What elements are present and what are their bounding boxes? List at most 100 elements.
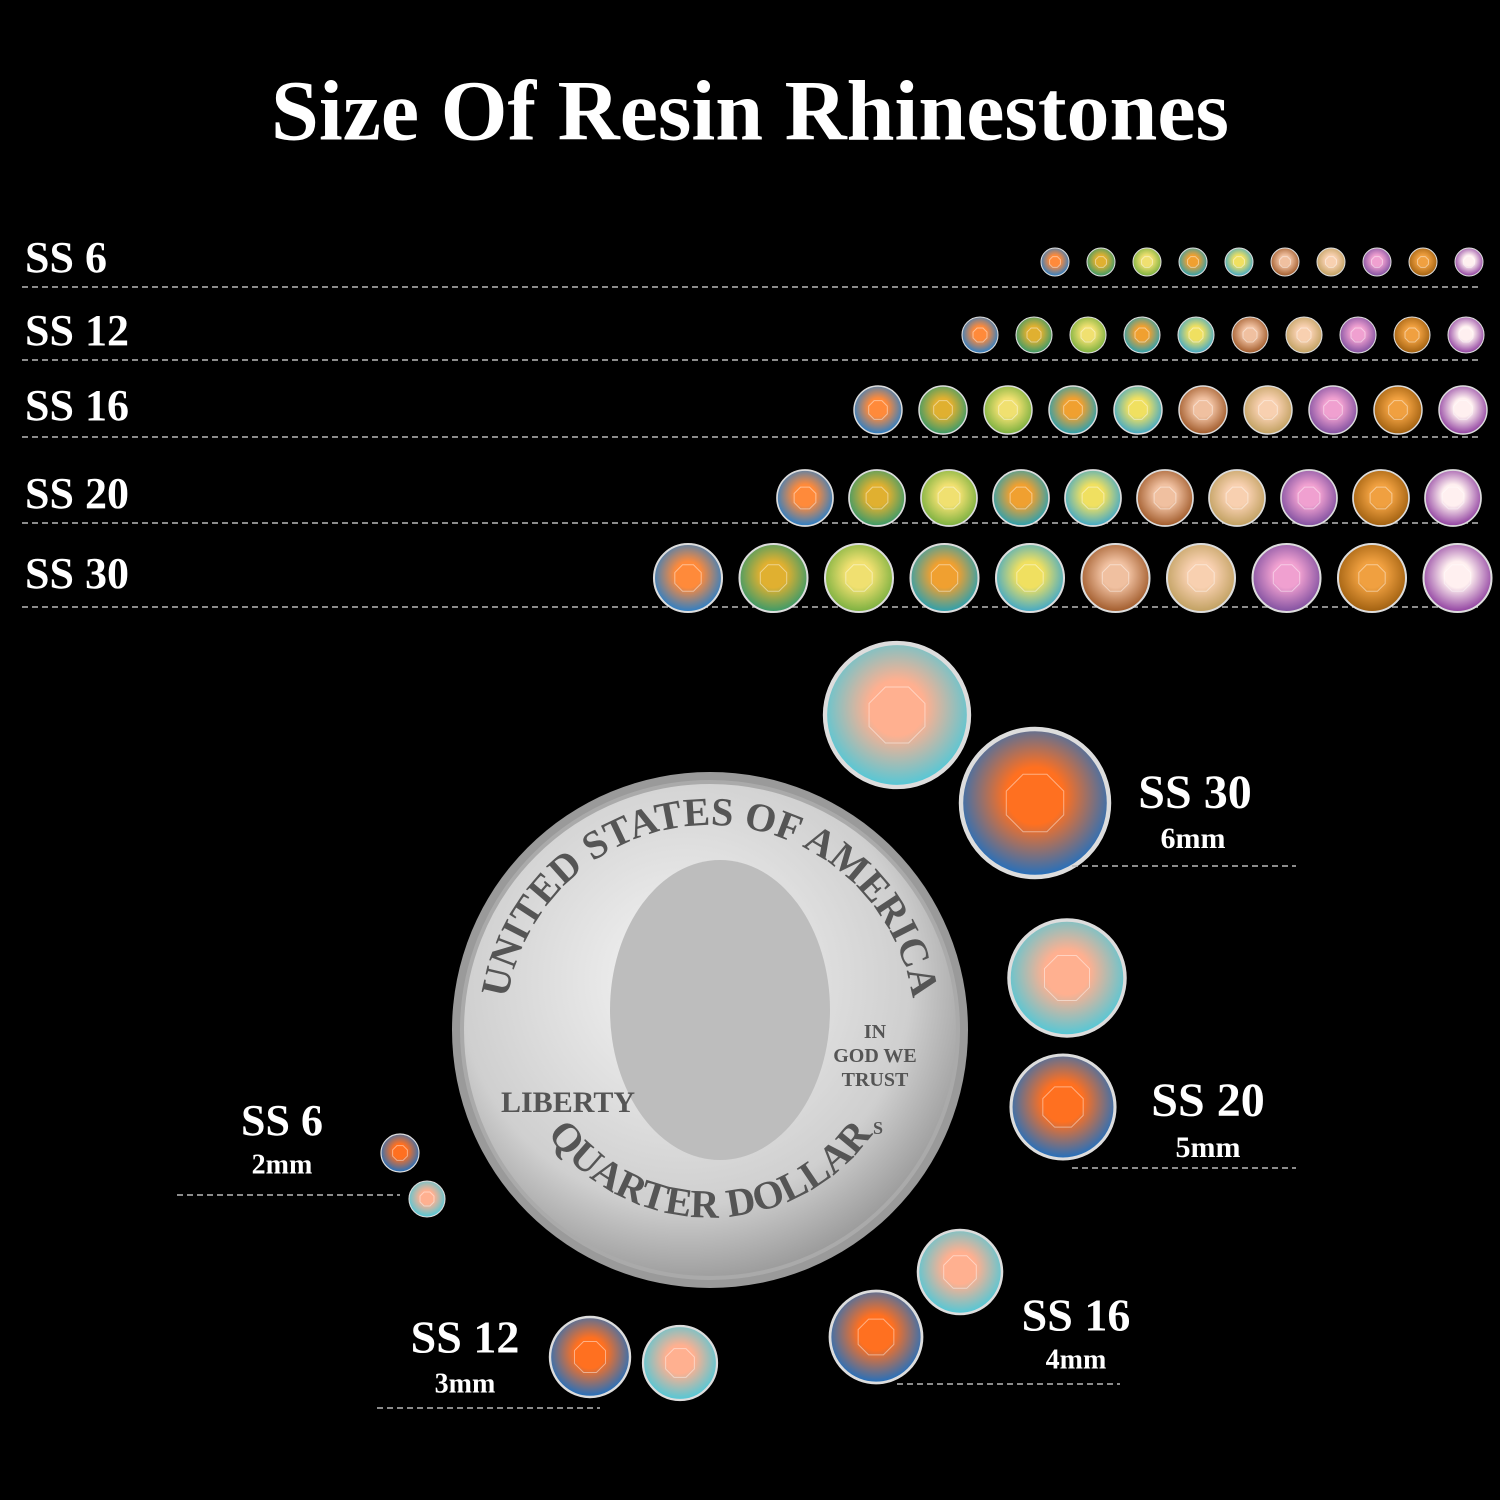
stone-body	[1123, 316, 1161, 354]
stone-table	[1101, 564, 1130, 592]
rhinestone	[776, 469, 834, 527]
rhinestone	[1285, 316, 1323, 354]
rhinestone	[909, 542, 980, 614]
stone-body	[1040, 247, 1070, 277]
coin-motto: IN	[864, 1021, 887, 1043]
stone-body	[1352, 469, 1410, 527]
stone-table	[1242, 327, 1258, 343]
stone-body	[920, 469, 978, 527]
stone-body	[1136, 469, 1194, 527]
stone-table	[1272, 564, 1301, 592]
stone-body	[909, 542, 980, 614]
stone-table	[392, 1145, 408, 1161]
stone-body	[1308, 385, 1358, 435]
callout-size: 2mm	[252, 1149, 313, 1180]
coin-motto: TRUST	[842, 1069, 909, 1091]
stone-table	[1081, 486, 1105, 510]
stone-table	[1128, 400, 1148, 420]
rhinestone	[853, 385, 903, 435]
stone-table	[1141, 256, 1153, 268]
rhinestone	[916, 1228, 1004, 1316]
rhinestone	[994, 542, 1066, 614]
stone-table	[1005, 773, 1065, 833]
rhinestone	[992, 469, 1050, 527]
stone-table	[845, 564, 873, 592]
stone-table	[1042, 1086, 1084, 1128]
stone-body	[1231, 316, 1269, 354]
rhinestone	[1015, 316, 1053, 354]
stone-body	[853, 385, 903, 435]
stone-table	[573, 1340, 607, 1374]
coin-left: LIBERTY	[501, 1086, 635, 1119]
rhinestone	[1224, 247, 1254, 277]
stone-body	[1424, 469, 1482, 527]
stone-table	[1016, 564, 1044, 592]
stone-table	[1371, 256, 1383, 268]
stone-table	[1153, 486, 1177, 510]
stone-table	[665, 1348, 695, 1378]
coin: UNITED STATES OF AMERICA QUARTER DOLLAR …	[452, 772, 968, 1288]
stone-body	[408, 1180, 446, 1218]
rhinestone	[1123, 316, 1161, 354]
stone-table	[1095, 256, 1107, 268]
rhinestone	[1393, 316, 1431, 354]
rhinestone	[1136, 469, 1194, 527]
stone-table	[1388, 400, 1408, 420]
rhinestone	[1231, 316, 1269, 354]
rhinestone	[961, 316, 999, 354]
stone-body	[738, 542, 809, 614]
stone-body	[1447, 316, 1485, 354]
stone-body	[958, 726, 1112, 880]
rhinestone	[1424, 469, 1482, 527]
stone-table	[1187, 564, 1215, 592]
row-label: SS 20	[25, 469, 129, 518]
stone-table	[1458, 327, 1474, 343]
row-label: SS 12	[25, 306, 129, 355]
stone-table	[1279, 256, 1291, 268]
stone-table	[1358, 564, 1386, 592]
callout-label: SS 12	[411, 1312, 520, 1363]
stone-table	[865, 486, 889, 510]
stone-table	[1404, 327, 1420, 343]
stone-body	[652, 542, 724, 614]
rhinestone	[823, 542, 895, 614]
rhinestone	[983, 385, 1033, 435]
stone-table	[793, 486, 817, 510]
rhinestone	[848, 469, 906, 527]
stone-body	[1069, 316, 1107, 354]
callout-size: 5mm	[1176, 1131, 1241, 1164]
rhinestone	[641, 1324, 719, 1402]
rhinestone	[1308, 385, 1358, 435]
coin-portrait	[610, 860, 830, 1160]
stone-body	[776, 469, 834, 527]
rhinestone	[1086, 247, 1116, 277]
stone-body	[1007, 918, 1127, 1038]
rhinestone	[1336, 542, 1408, 614]
stone-body	[1015, 316, 1053, 354]
stone-table	[868, 400, 888, 420]
stone-table	[1134, 327, 1150, 343]
stone-table	[1453, 400, 1473, 420]
stone-table	[1443, 564, 1472, 592]
stone-body	[1362, 247, 1392, 277]
stone-table	[1258, 400, 1278, 420]
stone-table	[868, 686, 926, 744]
rhinestone	[920, 469, 978, 527]
stone-table	[1350, 327, 1366, 343]
stone-body	[1339, 316, 1377, 354]
stone-body	[1393, 316, 1431, 354]
coin-motto: GOD WE	[833, 1045, 917, 1067]
stone-body	[1454, 247, 1484, 277]
stone-body	[548, 1315, 632, 1399]
rhinestone	[1362, 247, 1392, 277]
stone-table	[1080, 327, 1096, 343]
stone-body	[1165, 542, 1237, 614]
stone-table	[1009, 486, 1033, 510]
rhinestone	[1113, 385, 1163, 435]
rhinestone	[1178, 247, 1208, 277]
stone-body	[1064, 469, 1122, 527]
callout-size: 4mm	[1046, 1344, 1107, 1375]
stone-table	[759, 564, 788, 592]
stone-body	[1113, 385, 1163, 435]
stone-table	[930, 564, 959, 592]
